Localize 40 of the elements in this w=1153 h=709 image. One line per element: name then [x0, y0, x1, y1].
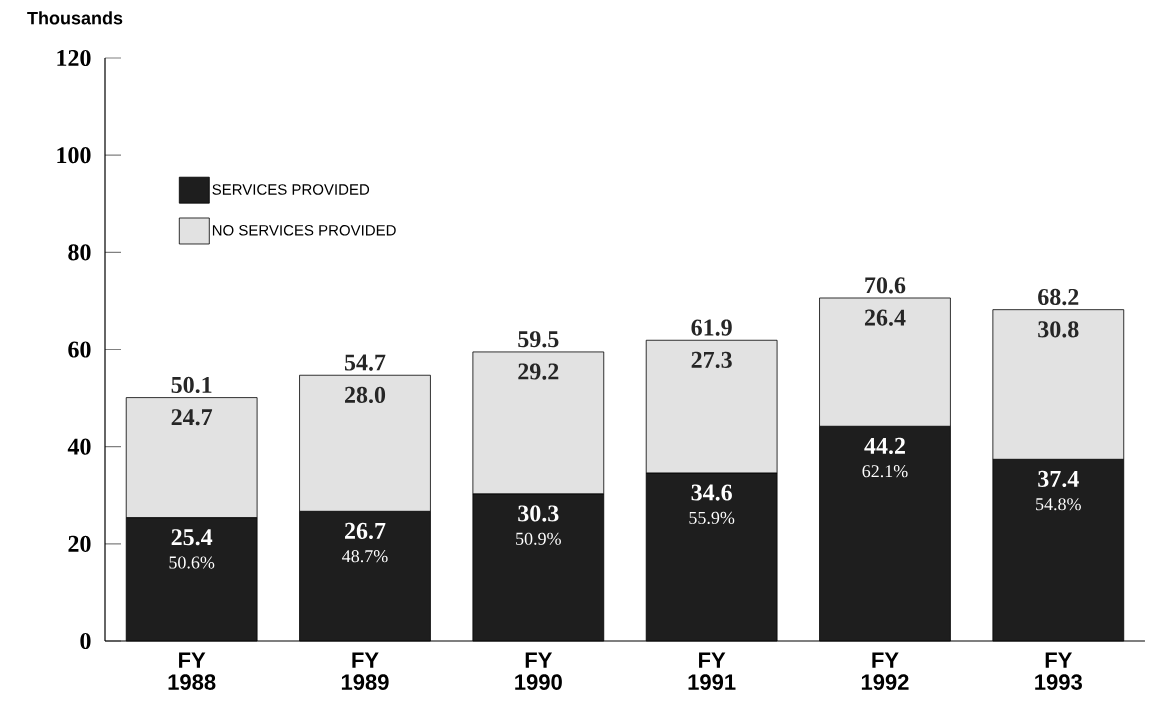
total-label: 59.5	[518, 331, 559, 348]
x-tick-label: FY 1990	[515, 652, 562, 690]
total-label: 50.1	[171, 376, 212, 394]
annotation: 54.8%	[1036, 498, 1081, 511]
data-label: 26.7	[344, 522, 386, 540]
legend-label: SERVICES PROVIDED	[212, 184, 370, 195]
y-tick-label: 0	[80, 632, 91, 650]
annotation: 55.9%	[689, 511, 735, 524]
data-label: 37.4	[1038, 470, 1079, 488]
y-tick-label: 60	[68, 341, 91, 358]
total-label: 68.2	[1038, 288, 1079, 306]
total-label: 61.9	[691, 319, 732, 336]
y-axis-title: Thousands	[27, 11, 123, 25]
data-label: 25.4	[171, 529, 213, 546]
y-tick-label: 120	[57, 49, 91, 67]
data-label: 26.4	[864, 309, 906, 326]
x-tick-label: FY 1989	[341, 652, 389, 690]
x-tick-label: FY 1993	[1035, 652, 1082, 690]
legend-label: NO SERVICES PROVIDED	[212, 225, 396, 236]
data-label: 28.0	[344, 386, 386, 404]
x-tick-label: FY 1991	[688, 652, 736, 690]
data-label: 44.2	[864, 437, 905, 455]
data-label: 29.2	[518, 363, 559, 380]
data-label: 30.8	[1038, 321, 1079, 338]
annotation: 50.6%	[169, 556, 215, 569]
data-label: 34.6	[691, 484, 732, 501]
y-tick-label: 40	[67, 438, 91, 455]
data-label: 24.7	[171, 409, 213, 426]
y-tick-label: 80	[68, 244, 91, 261]
total-label: 70.6	[865, 277, 906, 294]
data-label: 30.3	[518, 505, 559, 522]
x-tick-label: FY 1992	[861, 652, 909, 690]
total-label: 54.7	[344, 354, 386, 371]
data-label: 27.3	[691, 351, 732, 369]
annotation: 48.7%	[342, 550, 388, 563]
x-tick-label: FY 1988	[168, 652, 216, 690]
y-tick-label: 100	[57, 147, 91, 164]
annotation: 62.1%	[862, 465, 908, 478]
annotation: 50.9%	[516, 532, 561, 545]
y-tick-label: 20	[68, 535, 91, 552]
